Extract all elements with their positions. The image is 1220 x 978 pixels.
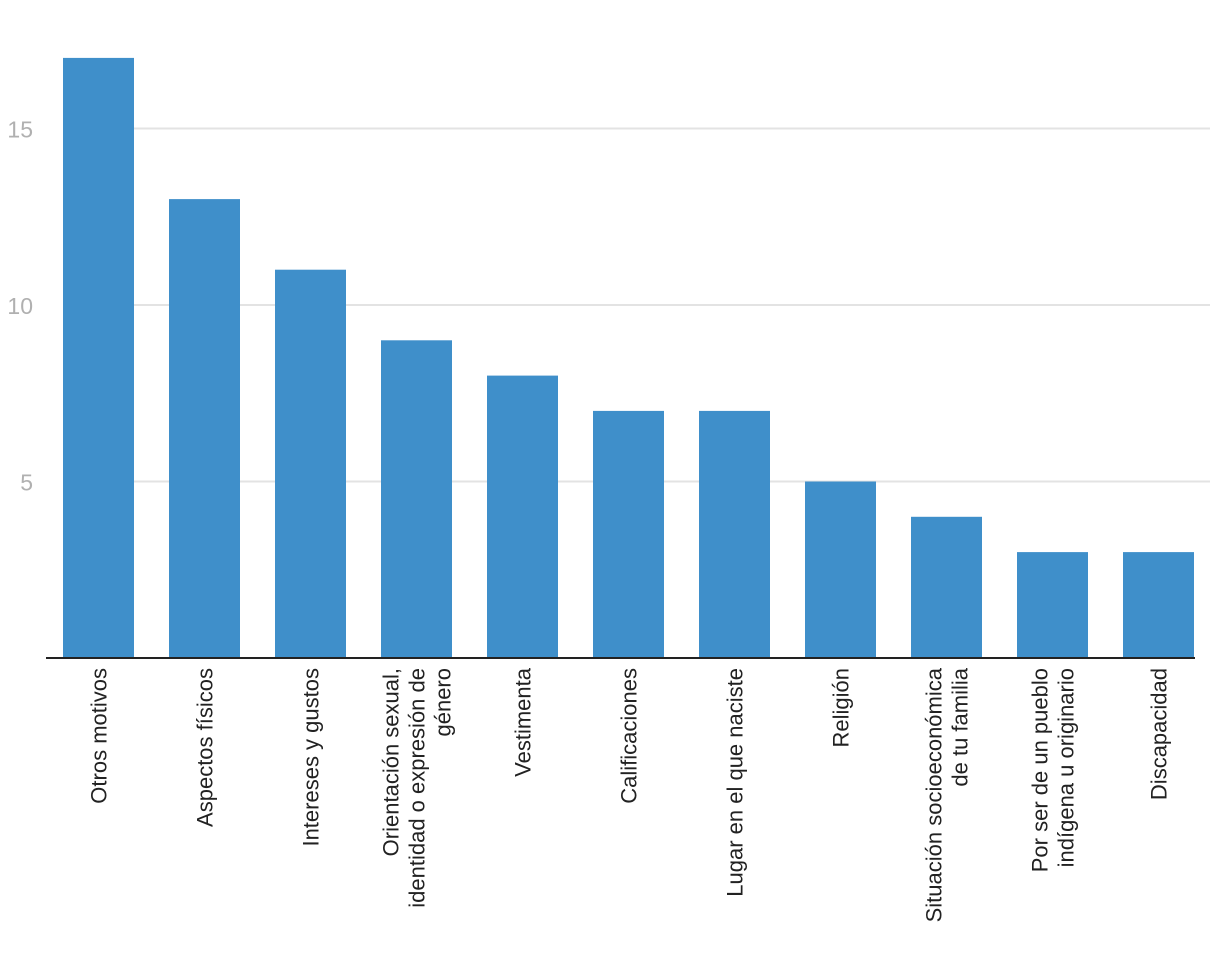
x-tick-label-line: Otros motivos	[87, 668, 112, 804]
bar	[699, 410, 770, 658]
bar	[487, 375, 558, 658]
x-tick-label: Calificaciones	[617, 668, 642, 804]
x-tick-label: Intereses y gustos	[299, 668, 324, 847]
bar	[275, 269, 346, 658]
y-tick-label: 15	[7, 117, 33, 143]
bar	[593, 410, 664, 658]
bar	[1017, 552, 1088, 658]
x-tick-label-line: Lugar en el que naciste	[723, 668, 748, 897]
x-tick-label: Lugar en el que naciste	[723, 668, 748, 897]
x-tick-label-line: Intereses y gustos	[299, 668, 324, 847]
bar	[805, 481, 876, 658]
x-tick-label: Vestimenta	[511, 667, 536, 777]
bar	[169, 199, 240, 658]
bar	[63, 57, 134, 658]
x-tick-label: Aspectos físicos	[193, 668, 218, 827]
x-axis-ticks: Otros motivos Aspectos físicos Intereses y…	[87, 667, 1172, 922]
x-tick-label-line: Calificaciones	[617, 668, 642, 804]
x-tick-label-line: Aspectos físicos	[193, 668, 218, 827]
bar	[1123, 552, 1194, 658]
x-tick-label: Orientación sexual, identidad o expresión…	[379, 668, 456, 908]
x-tick-label: Religión	[829, 668, 854, 748]
bars	[63, 57, 1194, 658]
x-tick-label-line: Discapacidad	[1147, 668, 1172, 800]
x-tick-label: Otros motivos	[87, 668, 112, 804]
x-tick-label: Situación socioeconómica de tu familia	[922, 667, 973, 922]
y-tick-label: 5	[20, 470, 33, 496]
bar	[381, 340, 452, 658]
x-tick-label-line: Orientación sexual,	[379, 668, 404, 856]
x-tick-label: Por ser de un pueblo indígena u originari…	[1028, 668, 1079, 872]
x-tick-label-line: Situación socioeconómica	[922, 667, 947, 922]
y-axis-ticks: 5 10 15	[7, 117, 33, 496]
bar	[911, 516, 982, 658]
x-tick-label-line: Por ser de un pueblo	[1028, 668, 1053, 872]
x-tick-label-line: género	[431, 668, 456, 737]
x-tick-label-line: indígena u originario	[1054, 668, 1079, 867]
x-tick-label-line: identidad o expresión de	[405, 668, 430, 908]
x-tick-label: Discapacidad	[1147, 668, 1172, 800]
x-tick-label-line: de tu familia	[948, 667, 973, 786]
y-tick-label: 10	[7, 293, 33, 319]
x-tick-label-line: Vestimenta	[511, 667, 536, 777]
x-tick-label-line: Religión	[829, 668, 854, 748]
